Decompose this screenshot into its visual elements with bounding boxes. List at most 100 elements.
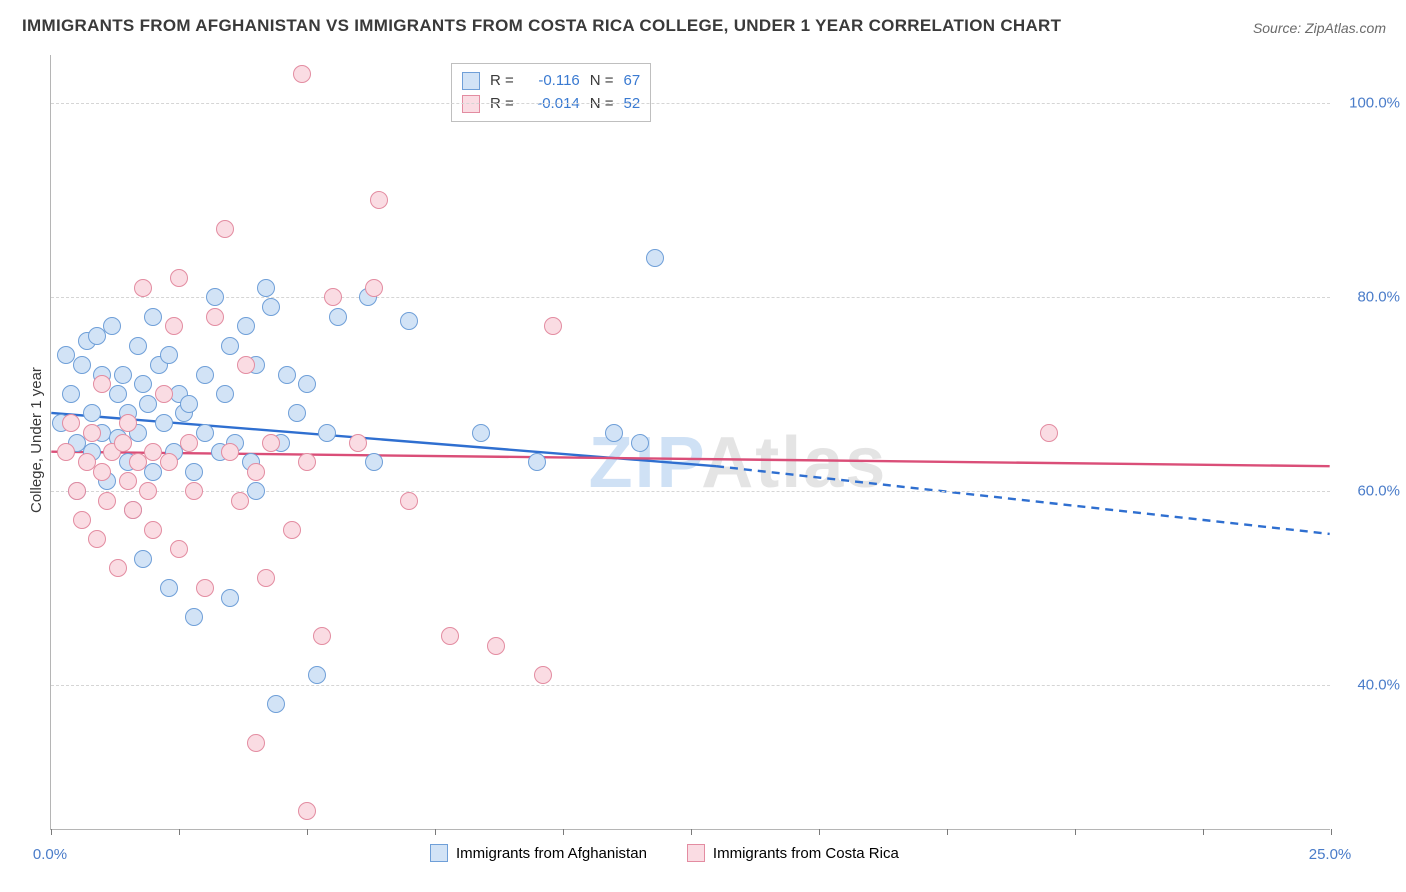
y-tick-label: 40.0% bbox=[1340, 676, 1400, 693]
scatter-point-afghanistan bbox=[134, 375, 152, 393]
scatter-point-costarica bbox=[196, 579, 214, 597]
scatter-point-afghanistan bbox=[216, 385, 234, 403]
scatter-point-costarica bbox=[180, 434, 198, 452]
x-tick-mark bbox=[947, 829, 948, 835]
scatter-point-costarica bbox=[262, 434, 280, 452]
scatter-point-afghanistan bbox=[237, 317, 255, 335]
scatter-point-costarica bbox=[68, 482, 86, 500]
legend-swatch bbox=[430, 844, 448, 862]
scatter-point-costarica bbox=[221, 443, 239, 461]
r-label: R = bbox=[490, 70, 514, 93]
scatter-point-afghanistan bbox=[646, 249, 664, 267]
scatter-point-afghanistan bbox=[329, 308, 347, 326]
scatter-point-costarica bbox=[370, 191, 388, 209]
scatter-point-afghanistan bbox=[278, 366, 296, 384]
x-tick-mark bbox=[179, 829, 180, 835]
scatter-point-costarica bbox=[231, 492, 249, 510]
scatter-point-afghanistan bbox=[160, 346, 178, 364]
scatter-point-afghanistan bbox=[196, 424, 214, 442]
legend-item-afghanistan: Immigrants from Afghanistan bbox=[430, 844, 647, 862]
x-tick-mark bbox=[51, 829, 52, 835]
chart-title: IMMIGRANTS FROM AFGHANISTAN VS IMMIGRANT… bbox=[22, 16, 1061, 36]
scatter-point-afghanistan bbox=[221, 589, 239, 607]
scatter-point-afghanistan bbox=[288, 404, 306, 422]
scatter-point-costarica bbox=[93, 463, 111, 481]
scatter-point-afghanistan bbox=[129, 337, 147, 355]
scatter-point-afghanistan bbox=[180, 395, 198, 413]
plot-area: ZIPAtlas R =-0.116N =67R =-0.014N =52 40… bbox=[50, 55, 1330, 830]
scatter-point-costarica bbox=[237, 356, 255, 374]
scatter-point-costarica bbox=[119, 472, 137, 490]
scatter-point-costarica bbox=[185, 482, 203, 500]
scatter-point-afghanistan bbox=[114, 366, 132, 384]
scatter-point-costarica bbox=[298, 802, 316, 820]
scatter-point-costarica bbox=[441, 627, 459, 645]
scatter-point-afghanistan bbox=[62, 385, 80, 403]
scatter-point-costarica bbox=[124, 501, 142, 519]
scatter-point-costarica bbox=[283, 521, 301, 539]
scatter-point-afghanistan bbox=[83, 404, 101, 422]
y-axis-label: College, Under 1 year bbox=[28, 367, 45, 513]
scatter-point-costarica bbox=[206, 308, 224, 326]
scatter-point-costarica bbox=[293, 65, 311, 83]
scatter-point-afghanistan bbox=[472, 424, 490, 442]
scatter-point-costarica bbox=[324, 288, 342, 306]
gridline bbox=[51, 685, 1330, 686]
scatter-point-costarica bbox=[57, 443, 75, 461]
scatter-point-costarica bbox=[155, 385, 173, 403]
x-tick-mark bbox=[819, 829, 820, 835]
scatter-point-afghanistan bbox=[298, 375, 316, 393]
legend-label: Immigrants from Costa Rica bbox=[713, 845, 899, 862]
scatter-point-costarica bbox=[534, 666, 552, 684]
scatter-point-afghanistan bbox=[221, 337, 239, 355]
scatter-point-costarica bbox=[216, 220, 234, 238]
scatter-point-afghanistan bbox=[185, 608, 203, 626]
legend-stats-box: R =-0.116N =67R =-0.014N =52 bbox=[451, 63, 651, 122]
scatter-point-afghanistan bbox=[73, 356, 91, 374]
gridline bbox=[51, 297, 1330, 298]
scatter-point-costarica bbox=[134, 279, 152, 297]
scatter-point-costarica bbox=[298, 453, 316, 471]
scatter-point-costarica bbox=[73, 511, 91, 529]
y-tick-label: 80.0% bbox=[1340, 289, 1400, 306]
legend-swatch bbox=[687, 844, 705, 862]
r-value: -0.116 bbox=[524, 70, 580, 93]
x-tick-mark bbox=[1331, 829, 1332, 835]
scatter-point-costarica bbox=[88, 530, 106, 548]
scatter-point-costarica bbox=[62, 414, 80, 432]
scatter-point-costarica bbox=[544, 317, 562, 335]
source-attribution: Source: ZipAtlas.com bbox=[1253, 20, 1386, 36]
scatter-point-afghanistan bbox=[528, 453, 546, 471]
y-tick-label: 100.0% bbox=[1340, 95, 1400, 112]
x-tick-mark bbox=[691, 829, 692, 835]
scatter-point-afghanistan bbox=[318, 424, 336, 442]
scatter-point-afghanistan bbox=[196, 366, 214, 384]
scatter-point-afghanistan bbox=[144, 308, 162, 326]
scatter-point-costarica bbox=[144, 521, 162, 539]
legend-item-costarica: Immigrants from Costa Rica bbox=[687, 844, 899, 862]
n-label: N = bbox=[590, 70, 614, 93]
scatter-point-afghanistan bbox=[155, 414, 173, 432]
scatter-point-afghanistan bbox=[134, 550, 152, 568]
gridline bbox=[51, 103, 1330, 104]
scatter-point-costarica bbox=[139, 482, 157, 500]
scatter-point-costarica bbox=[119, 414, 137, 432]
scatter-point-costarica bbox=[160, 453, 178, 471]
legend-stats-row-afghanistan: R = -0.116 N = 67 bbox=[462, 70, 640, 93]
scatter-point-costarica bbox=[247, 463, 265, 481]
series-legend: Immigrants from Afghanistan Immigrants fr… bbox=[430, 844, 899, 862]
x-tick-mark bbox=[1075, 829, 1076, 835]
scatter-point-afghanistan bbox=[308, 666, 326, 684]
x-tick-mark bbox=[307, 829, 308, 835]
x-tick-mark bbox=[563, 829, 564, 835]
scatter-point-costarica bbox=[170, 540, 188, 558]
scatter-point-costarica bbox=[109, 559, 127, 577]
scatter-point-costarica bbox=[83, 424, 101, 442]
scatter-point-afghanistan bbox=[185, 463, 203, 481]
scatter-point-costarica bbox=[313, 627, 331, 645]
scatter-point-costarica bbox=[165, 317, 183, 335]
n-value: 67 bbox=[624, 70, 641, 93]
scatter-point-afghanistan bbox=[103, 317, 121, 335]
scatter-point-afghanistan bbox=[631, 434, 649, 452]
scatter-point-afghanistan bbox=[605, 424, 623, 442]
